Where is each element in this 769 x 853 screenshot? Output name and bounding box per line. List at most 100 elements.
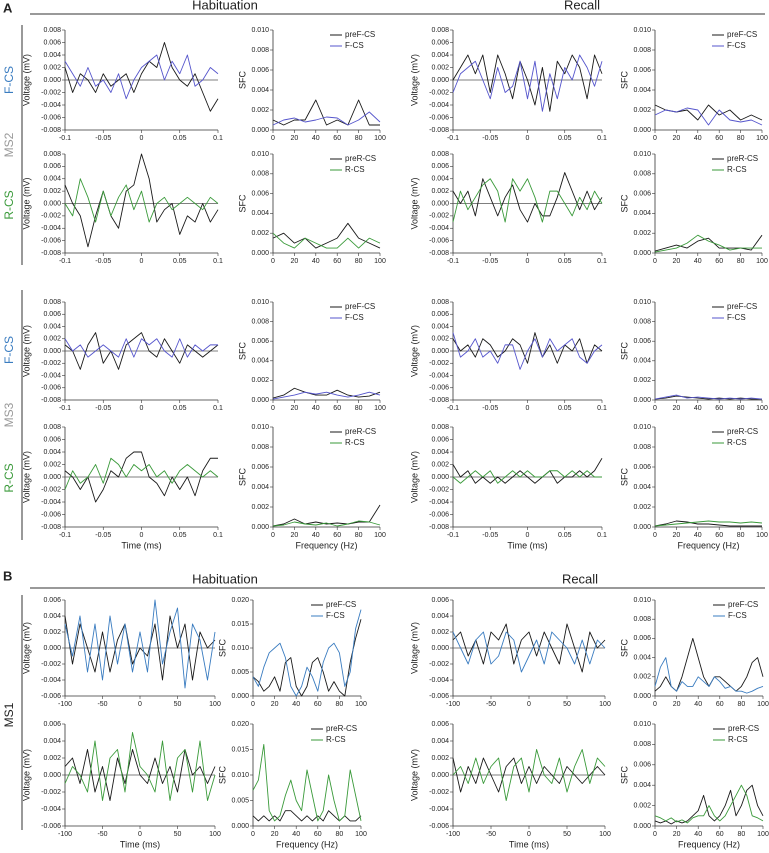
x-tick-label: 0	[527, 831, 531, 838]
x-tick-label: 80	[737, 258, 745, 265]
y-tick-label: -0.004	[41, 372, 61, 379]
y-tick-label: 0.010	[633, 299, 651, 306]
y-tick-label: -0.008	[429, 524, 449, 531]
legend-label: preR-CS	[727, 154, 758, 163]
y-tick-label: 0.000	[431, 200, 449, 207]
series-line	[64, 451, 218, 503]
legend-label: preR-CS	[728, 724, 759, 733]
x-axis-label: Frequency (Hz)	[677, 540, 739, 550]
y-tick-label: -0.006	[41, 114, 61, 121]
x-tick-label: 100	[756, 135, 768, 142]
x-tick-label: -0.05	[95, 135, 111, 142]
y-axis-label: Voltage (mV)	[409, 451, 419, 503]
y-tick-label: 0.002	[633, 674, 651, 681]
x-tick-label: -0.1	[59, 405, 71, 412]
series-line	[272, 111, 381, 126]
series-line	[452, 631, 606, 673]
x-axis-label: Frequency (Hz)	[295, 540, 357, 550]
y-tick-label: 0.006	[633, 190, 651, 197]
x-tick-label: 0	[653, 831, 657, 838]
y-tick-label: -0.006	[429, 693, 449, 700]
x-tick-label: 100	[756, 258, 768, 265]
y-tick-label: -0.006	[41, 385, 61, 392]
y-tick-label: 0.000	[633, 397, 651, 404]
y-tick-label: 0.000	[43, 645, 61, 652]
y-tick-label: 0.002	[633, 107, 651, 114]
y-tick-label: -0.002	[429, 89, 449, 96]
x-tick-label: -0.1	[447, 135, 459, 142]
x-tick-label: 20	[271, 701, 279, 708]
x-tick-label: 0	[653, 701, 657, 708]
series-line	[654, 520, 762, 527]
y-axis-label: Voltage (mV)	[21, 325, 31, 377]
y-axis-label: Voltage (mV)	[409, 622, 419, 674]
y-axis-label: Voltage (mV)	[409, 749, 419, 801]
y-tick-label: 0.000	[231, 823, 249, 830]
y-tick-label: 0.010	[251, 424, 269, 431]
series-line	[64, 42, 219, 112]
legend-label: F-CS	[728, 611, 747, 620]
section-title: Recall	[564, 0, 600, 12]
y-tick-label: 0.006	[633, 67, 651, 74]
x-tick-label: 60	[333, 405, 341, 412]
y-tick-label: -0.006	[41, 237, 61, 244]
y-tick-label: 0.005	[231, 797, 249, 804]
legend-label: F-CS	[727, 313, 746, 322]
x-tick-label: -0.1	[447, 532, 459, 539]
y-tick-label: 0.008	[431, 299, 449, 306]
series-line	[452, 757, 606, 793]
y-tick-label: 0.004	[43, 449, 61, 456]
y-axis-label: Voltage (mV)	[21, 749, 31, 801]
y-tick-label: 0.008	[431, 27, 449, 34]
y-tick-label: 0.002	[43, 461, 61, 468]
x-tick-label: 50	[563, 701, 571, 708]
x-tick-label: 0.1	[597, 532, 607, 539]
y-tick-label: 0.006	[43, 436, 61, 443]
x-tick-label: -0.05	[482, 532, 498, 539]
series-line	[452, 54, 603, 112]
x-tick-label: -50	[97, 831, 107, 838]
y-tick-label: 0.002	[251, 107, 269, 114]
y-axis-label: SFC	[237, 70, 247, 89]
series-line	[654, 520, 763, 527]
y-tick-label: 0.006	[431, 39, 449, 46]
y-axis-label: Voltage (mV)	[409, 54, 419, 106]
y-tick-label: 0.002	[431, 629, 449, 636]
y-tick-label: 0.000	[43, 77, 61, 84]
y-tick-label: 0.006	[251, 464, 269, 471]
y-tick-label: 0.000	[251, 127, 269, 134]
y-tick-label: 0.000	[633, 823, 651, 830]
x-tick-label: 20	[673, 831, 681, 838]
x-tick-label: -0.05	[482, 135, 498, 142]
y-tick-label: -0.006	[429, 823, 449, 830]
y-tick-label: -0.004	[41, 806, 61, 813]
condition-label: F-CS	[2, 336, 16, 364]
y-tick-label: 0.000	[431, 474, 449, 481]
y-tick-label: 0.000	[251, 524, 269, 531]
series-line	[64, 178, 219, 223]
x-tick-label: 100	[209, 831, 221, 838]
legend-label: preR-CS	[326, 724, 357, 733]
y-axis-label: Voltage (mV)	[409, 325, 419, 377]
y-axis-label: Voltage (mV)	[21, 54, 31, 106]
x-tick-label: 0	[138, 831, 142, 838]
condition-label: R-CS	[2, 463, 16, 492]
x-tick-label: 0	[251, 701, 255, 708]
series-line	[272, 232, 381, 249]
x-tick-label: 80	[737, 532, 745, 539]
y-tick-label: 0.020	[231, 597, 249, 604]
y-tick-label: -0.004	[429, 225, 449, 232]
x-tick-label: 20	[673, 532, 681, 539]
y-tick-label: -0.008	[41, 127, 61, 134]
y-tick-label: 0.006	[431, 436, 449, 443]
y-axis-label: SFC	[217, 638, 227, 657]
x-tick-label: 0	[527, 701, 531, 708]
x-tick-label: 0	[526, 258, 530, 265]
x-tick-label: 100	[374, 135, 386, 142]
y-tick-label: 0.000	[633, 250, 651, 257]
x-tick-label: 80	[737, 135, 745, 142]
y-tick-label: 0.006	[431, 163, 449, 170]
x-tick-label: 0.05	[558, 258, 572, 265]
y-tick-label: 0.010	[251, 27, 269, 34]
